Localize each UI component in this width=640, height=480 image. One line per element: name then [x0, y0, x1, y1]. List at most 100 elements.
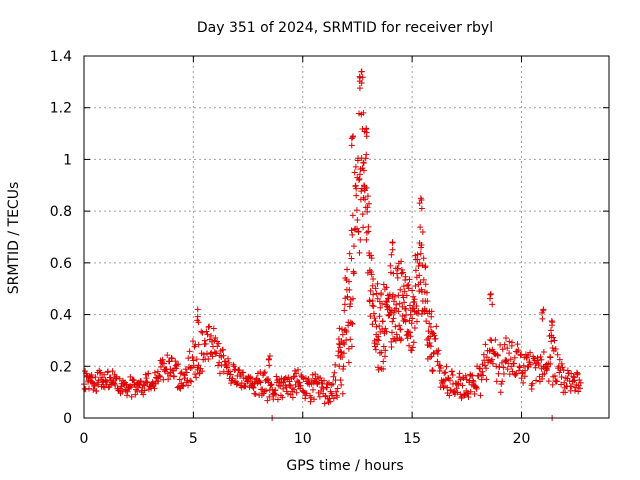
data-point [293, 370, 300, 377]
data-point [568, 370, 575, 377]
data-point [205, 355, 212, 362]
data-point [330, 373, 337, 380]
x-tick-label: 0 [80, 431, 89, 447]
data-point [165, 376, 172, 383]
x-tick-label: 5 [189, 431, 198, 447]
data-point [109, 368, 116, 375]
data-point [211, 337, 218, 344]
data-point [529, 380, 536, 387]
data-point [123, 392, 130, 399]
data-point [220, 352, 227, 359]
data-point [354, 225, 361, 232]
data-point [93, 387, 100, 394]
data-point [561, 379, 568, 386]
data-point [447, 387, 454, 394]
data-point [576, 385, 583, 392]
data-point [419, 228, 426, 235]
data-point [396, 322, 403, 329]
data-point [410, 293, 417, 300]
data-point [462, 372, 469, 379]
data-point [329, 380, 336, 387]
data-point [385, 295, 392, 302]
data-point [358, 188, 365, 195]
data-point [268, 381, 275, 388]
data-point [200, 351, 207, 358]
data-point [398, 336, 405, 343]
data-point [267, 382, 274, 389]
data-point [194, 306, 201, 313]
data-point [360, 167, 367, 174]
data-point [356, 171, 363, 178]
data-point [124, 388, 131, 395]
data-point [449, 372, 456, 379]
data-point [180, 383, 187, 390]
data-point [577, 379, 584, 386]
data-point [562, 389, 569, 396]
data-point [382, 325, 389, 332]
data-point [483, 354, 490, 361]
data-point [333, 388, 340, 395]
data-point [429, 367, 436, 374]
data-point [519, 370, 526, 377]
data-point [132, 391, 139, 398]
data-point [90, 386, 97, 393]
data-point [190, 357, 197, 364]
data-point [173, 361, 180, 368]
data-point [398, 270, 405, 277]
data-point [464, 390, 471, 397]
data-point [489, 301, 496, 308]
data-point [264, 397, 271, 404]
data-point [159, 356, 166, 363]
data-point [363, 236, 370, 243]
data-point [346, 250, 353, 257]
data-point [346, 286, 353, 293]
data-point [469, 372, 476, 379]
data-point [374, 280, 381, 287]
data-point [511, 360, 518, 367]
data-point [137, 378, 144, 385]
data-point [141, 387, 148, 394]
data-point [337, 377, 344, 384]
data-point [427, 354, 434, 361]
data-point [341, 301, 348, 308]
data-point [418, 196, 425, 203]
data-point [346, 278, 353, 285]
data-point [339, 331, 346, 338]
data-point [171, 373, 178, 380]
data-point [225, 355, 232, 362]
data-point [395, 308, 402, 315]
data-point [433, 323, 440, 330]
data-point [488, 356, 495, 363]
data-point [464, 390, 471, 397]
data-point [434, 358, 441, 365]
data-point [388, 329, 395, 336]
data-point [128, 384, 135, 391]
data-point [340, 339, 347, 346]
data-point [535, 361, 542, 368]
data-point [480, 351, 487, 358]
data-point [331, 369, 338, 376]
data-point [366, 298, 373, 305]
data-point [183, 369, 190, 376]
data-point [321, 400, 328, 407]
data-point [348, 135, 355, 142]
data-point [327, 398, 334, 405]
data-point [381, 353, 388, 360]
data-point [388, 251, 395, 258]
data-point [350, 270, 357, 277]
data-point [558, 360, 565, 367]
data-point [175, 361, 182, 368]
data-point [483, 376, 490, 383]
data-point [144, 379, 151, 386]
data-point [265, 376, 272, 383]
data-point [414, 256, 421, 263]
data-point [517, 352, 524, 359]
data-point [261, 388, 268, 395]
data-point [364, 208, 371, 215]
data-point [116, 375, 123, 382]
data-point [347, 300, 354, 307]
data-point [547, 354, 554, 361]
data-point [528, 386, 535, 393]
data-point [127, 373, 134, 380]
data-point [256, 378, 263, 385]
